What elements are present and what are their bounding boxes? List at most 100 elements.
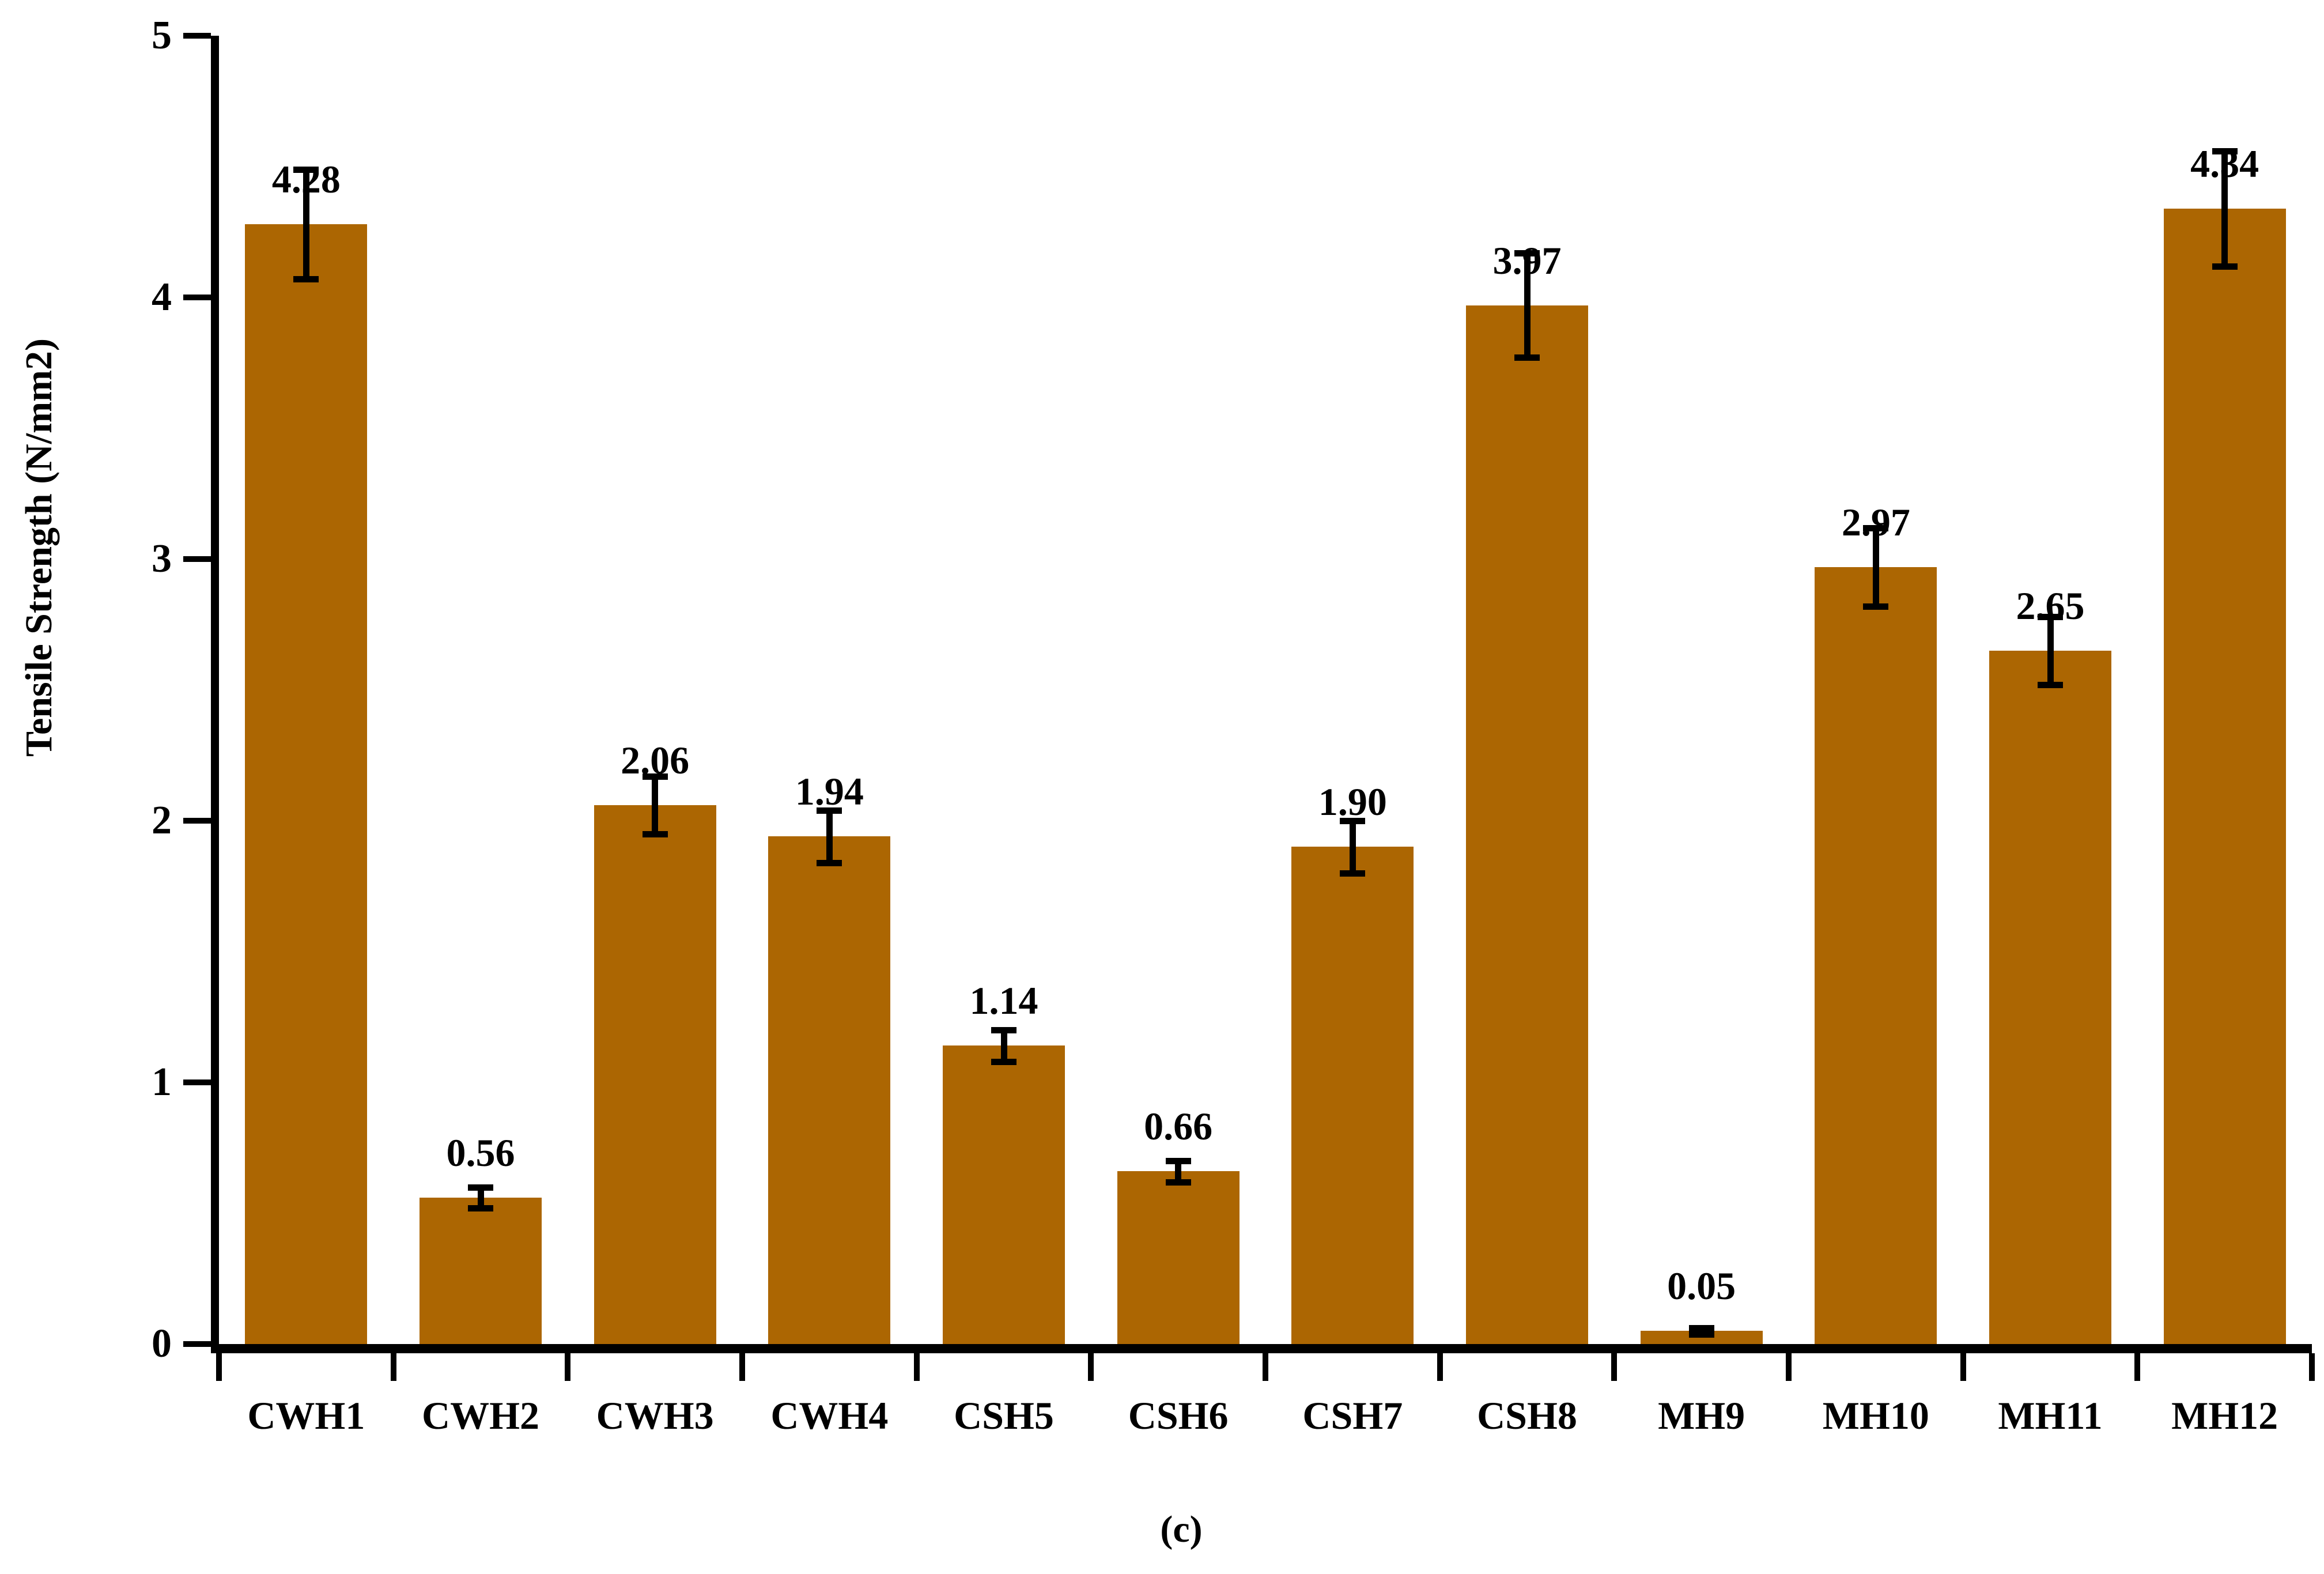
error-bar-cap-top — [1340, 818, 1366, 824]
x-tick — [913, 1353, 920, 1381]
bar-value-label: 0.05 — [1667, 1264, 1736, 1308]
y-tick-label: 2 — [152, 798, 172, 843]
category-label-csh6: CSH6 — [1128, 1394, 1229, 1437]
error-bar-cap-bottom — [1863, 603, 1889, 610]
x-tick — [2134, 1353, 2141, 1381]
bar-value-label: 2.97 — [1841, 500, 1910, 544]
category-label-mh11: MH11 — [1998, 1394, 2103, 1437]
error-bar-cap-top — [1514, 250, 1540, 256]
bar-value-label: 3.97 — [1492, 238, 1562, 282]
y-tick — [183, 818, 211, 824]
bar-value-label: 1.90 — [1318, 780, 1387, 824]
error-bar-cap-bottom — [1688, 1331, 1714, 1338]
error-bar-cap-bottom — [817, 859, 842, 866]
error-bar-line — [1000, 1030, 1007, 1062]
error-bar-cap-bottom — [991, 1058, 1016, 1065]
error-bar-line — [826, 810, 833, 863]
chart-caption: (c) — [1160, 1508, 1203, 1550]
error-bar-cap-top — [1863, 524, 1889, 531]
bar-cwh3 — [594, 805, 716, 1344]
bar-mh11 — [1989, 650, 2111, 1344]
x-tick — [565, 1353, 571, 1381]
x-tick — [1611, 1353, 1618, 1381]
x-tick — [2309, 1353, 2315, 1381]
category-label-cwh2: CWH2 — [421, 1394, 539, 1437]
error-bar-line — [477, 1187, 484, 1208]
error-bar-line — [303, 169, 309, 280]
x-tick — [1786, 1353, 1792, 1381]
bar-value-label: 1.94 — [795, 769, 864, 814]
y-tick-label: 4 — [152, 275, 172, 319]
category-label-cwh1: CWH1 — [247, 1394, 365, 1437]
y-tick — [183, 1341, 211, 1347]
y-tick-label: 1 — [152, 1060, 172, 1104]
category-label-cwh4: CWH4 — [770, 1394, 889, 1437]
y-tick — [183, 556, 211, 562]
y-tick-label: 5 — [152, 13, 172, 58]
error-bar-cap-top — [2212, 148, 2238, 154]
x-axis-line — [211, 1344, 2312, 1353]
error-bar-line — [2047, 616, 2054, 685]
error-bar-cap-top — [468, 1184, 493, 1191]
bar-value-label: 0.66 — [1144, 1104, 1213, 1149]
category-label-csh7: CSH7 — [1302, 1394, 1403, 1437]
y-tick-label: 3 — [152, 537, 172, 581]
error-bar-cap-top — [817, 807, 842, 814]
bar-cwh1 — [245, 224, 368, 1344]
bar-value-label: 4.28 — [271, 157, 341, 201]
bar-mh10 — [1815, 567, 1937, 1344]
error-bar-cap-top — [293, 166, 319, 173]
y-axis-title: Tensile Strength (N/mm2) — [18, 338, 60, 757]
error-bar-cap-bottom — [468, 1205, 493, 1211]
error-bar-cap-top — [1165, 1158, 1191, 1165]
error-bar-cap-bottom — [642, 831, 668, 837]
bar-value-label: 4.34 — [2190, 141, 2259, 186]
category-label-mh9: MH9 — [1658, 1394, 1745, 1437]
error-bar-cap-top — [2038, 613, 2063, 620]
x-tick — [739, 1353, 745, 1381]
category-label-csh5: CSH5 — [954, 1394, 1054, 1437]
error-bar-cap-bottom — [2212, 263, 2238, 270]
bar-value-label: 1.14 — [969, 979, 1038, 1023]
bar-cwh2 — [420, 1197, 542, 1344]
x-tick — [216, 1353, 222, 1381]
bar-csh8 — [1466, 305, 1588, 1344]
error-bar-cap-bottom — [2038, 681, 2063, 688]
category-label-mh12: MH12 — [2171, 1394, 2278, 1437]
category-label-mh10: MH10 — [1822, 1394, 1929, 1437]
bar-csh6 — [1117, 1171, 1240, 1344]
bar-csh7 — [1291, 847, 1414, 1344]
bar-value-label: 2.65 — [2016, 583, 2085, 628]
x-tick — [1263, 1353, 1268, 1381]
y-tick — [183, 295, 211, 300]
category-label-cwh3: CWH3 — [596, 1394, 714, 1437]
bar-cwh4 — [768, 836, 891, 1344]
bar-csh5 — [943, 1045, 1065, 1344]
error-bar-line — [1175, 1161, 1182, 1182]
error-bar-cap-bottom — [1514, 354, 1540, 361]
y-tick — [183, 33, 211, 39]
bar-mh12 — [2163, 208, 2286, 1344]
error-bar-cap-top — [1688, 1324, 1714, 1331]
error-bar-cap-top — [991, 1027, 1016, 1034]
error-bar-cap-bottom — [1165, 1179, 1191, 1186]
x-tick — [1437, 1353, 1443, 1381]
error-bar-cap-bottom — [1340, 870, 1366, 877]
error-bar-line — [2221, 150, 2228, 266]
y-tick-label: 0 — [152, 1322, 172, 1366]
y-axis-line — [211, 36, 219, 1353]
x-tick — [390, 1353, 396, 1381]
category-label-csh8: CSH8 — [1477, 1394, 1577, 1437]
bar-value-label: 2.06 — [621, 738, 690, 782]
error-bar-line — [1872, 527, 1879, 606]
error-bar-line — [652, 776, 659, 834]
error-bar-line — [1349, 821, 1356, 873]
y-tick — [183, 1079, 211, 1085]
error-bar-line — [1524, 252, 1531, 358]
x-tick — [1088, 1353, 1094, 1381]
x-tick — [1960, 1353, 1966, 1381]
error-bar-cap-top — [642, 773, 668, 780]
error-bar-cap-bottom — [293, 276, 319, 283]
bar-value-label: 0.56 — [446, 1130, 515, 1175]
